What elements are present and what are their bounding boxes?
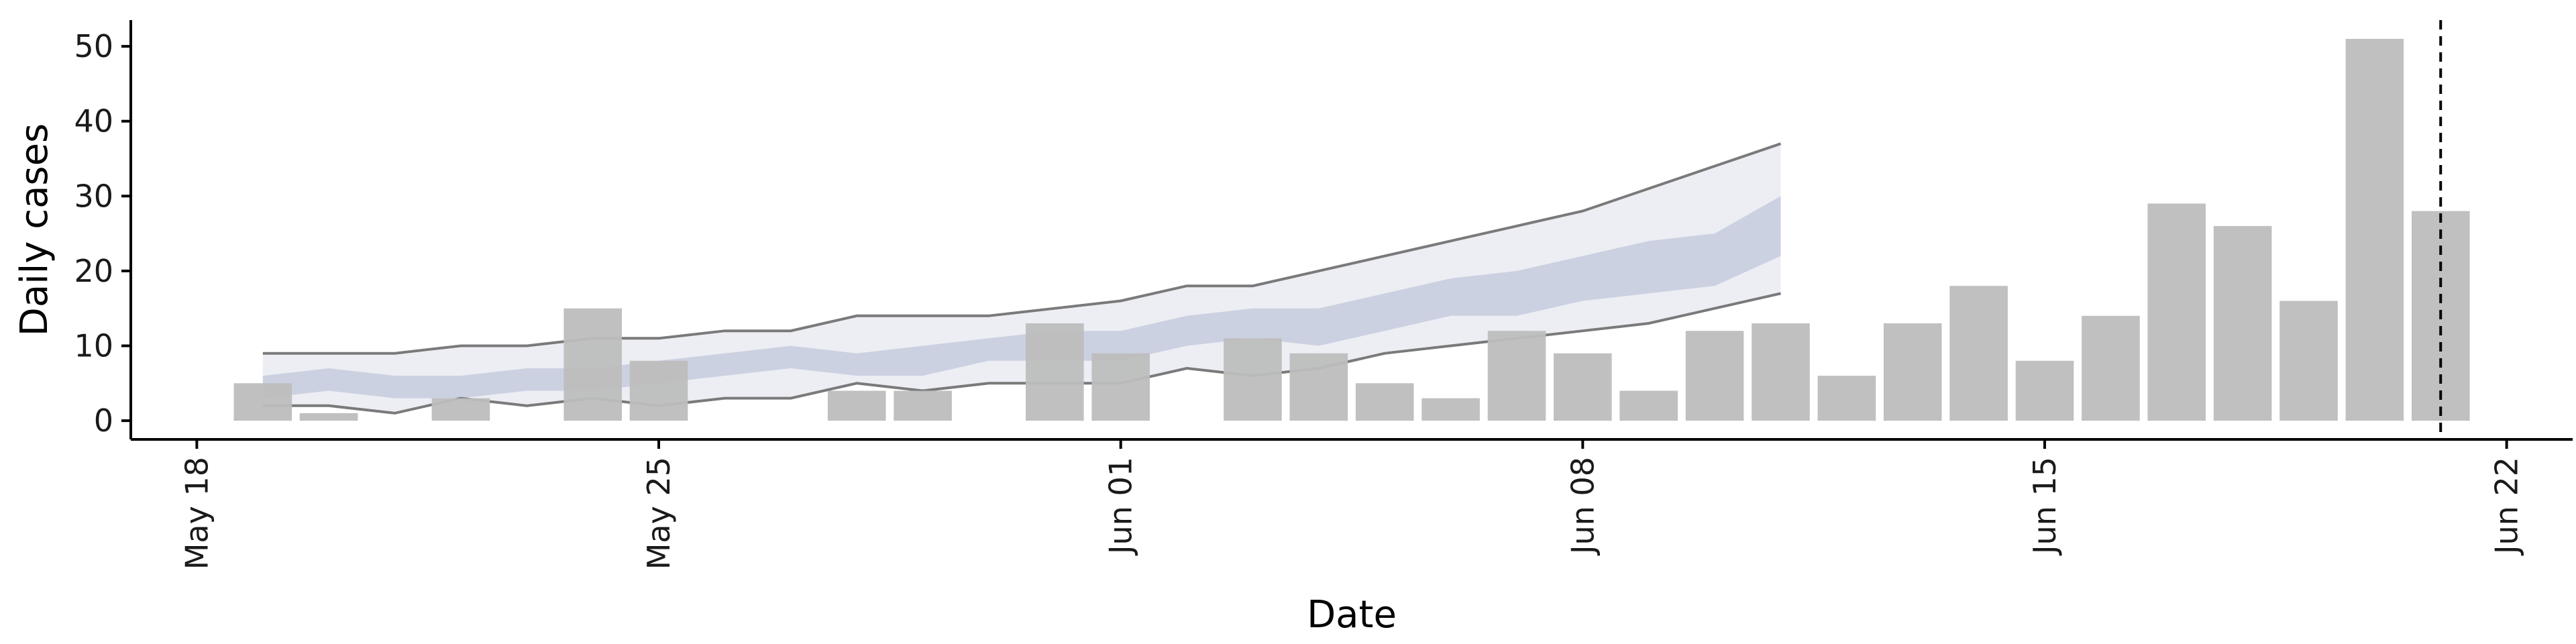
bar (2147, 203, 2206, 421)
forecast-bands (262, 142, 1782, 415)
axes: May 18 May 25 Jun 01 Jun 08 Jun 15 Jun 22 0 10… (74, 20, 2573, 570)
x-axis-title: Date (1307, 593, 1397, 637)
bar (1554, 353, 1612, 421)
x-tick-label: Jun 08 (1564, 457, 1601, 556)
bar (1421, 398, 1480, 421)
bar (1619, 390, 1678, 421)
y-tick-label: 0 (94, 402, 113, 439)
y-tick-label: 50 (74, 28, 113, 64)
bar (1817, 376, 1876, 421)
bar (827, 390, 886, 421)
bar (1883, 323, 1942, 421)
x-tick-label: Jun 15 (2027, 457, 2063, 556)
bar (1289, 353, 1348, 421)
bar (233, 383, 292, 421)
bar (1355, 383, 1414, 421)
bar (1752, 323, 1810, 421)
y-axis-ticks: 0 10 20 30 40 50 (74, 28, 131, 439)
x-tick-label: May 25 (641, 457, 677, 570)
x-tick-label: Jun 01 (1103, 457, 1139, 556)
outer-upper-line (262, 142, 1782, 355)
outer-interval-band (262, 144, 1781, 413)
bar (2213, 225, 2272, 421)
y-tick-label: 20 (74, 253, 113, 289)
bar (1685, 331, 1744, 421)
bar (629, 360, 688, 421)
inner-interval-band (262, 196, 1781, 398)
y-axis-title: Daily cases (13, 123, 56, 336)
bar (1487, 331, 1546, 421)
bar (1026, 323, 1084, 421)
x-axis-ticks: May 18 May 25 Jun 01 Jun 08 Jun 15 Jun 22 (178, 439, 2525, 570)
bar (2279, 301, 2338, 421)
bars (233, 38, 2470, 421)
x-tick-label: Jun 22 (2489, 457, 2525, 556)
bar (1224, 338, 1282, 421)
bar (2082, 315, 2140, 421)
bar (894, 390, 952, 421)
bar (2345, 38, 2404, 421)
bar (299, 413, 358, 421)
x-tick-label: May 18 (178, 457, 215, 570)
bar (1091, 353, 1150, 421)
bar (1949, 286, 2008, 421)
bar (2015, 360, 2074, 421)
bar (431, 398, 490, 421)
y-tick-label: 10 (74, 327, 113, 364)
y-tick-label: 40 (74, 103, 113, 140)
bar (564, 308, 622, 421)
y-tick-label: 30 (74, 178, 113, 214)
